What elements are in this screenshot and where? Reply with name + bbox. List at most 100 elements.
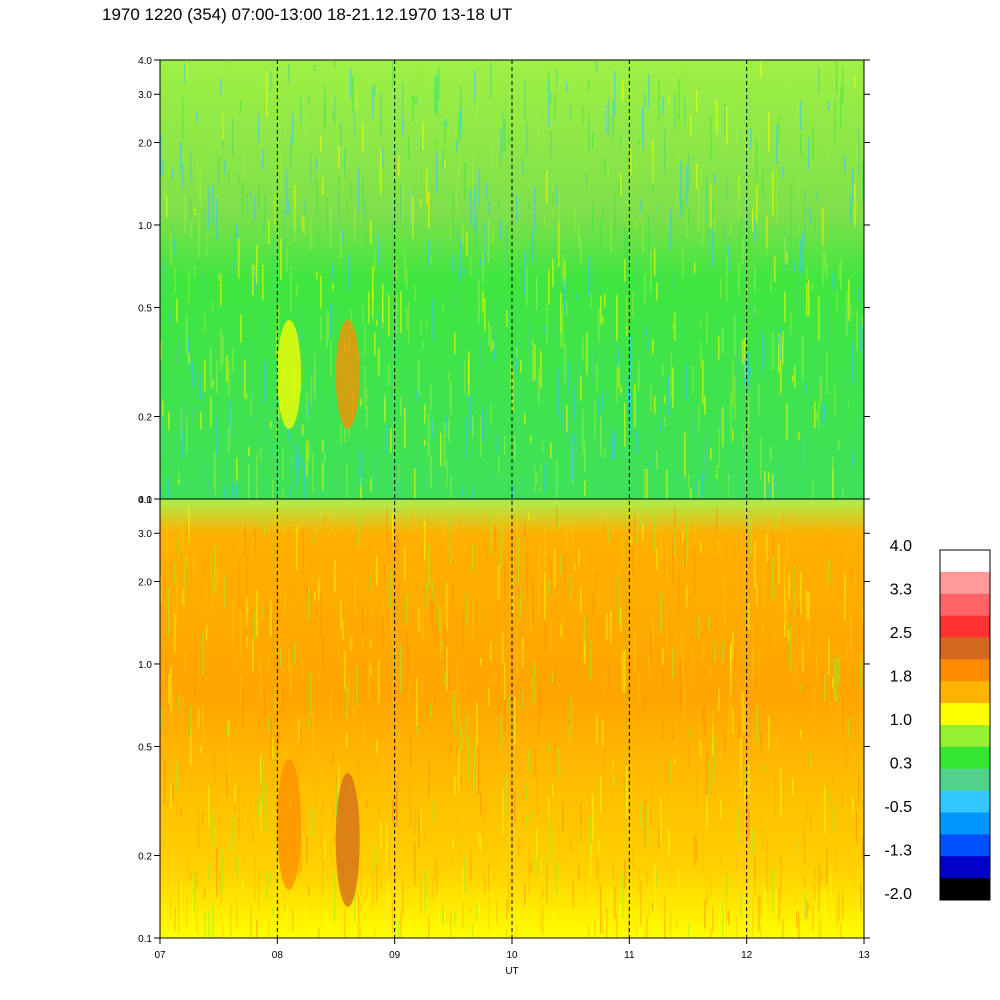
lower-texture-streak: [628, 614, 630, 652]
lower-texture-streak: [372, 603, 374, 619]
lower-texture-streak: [800, 684, 802, 691]
lower-texture-streak: [218, 816, 220, 823]
upper-texture-streak: [346, 200, 348, 215]
upper-texture-streak: [760, 317, 762, 359]
lower-texture-streak: [248, 713, 250, 750]
upper-texture-streak: [368, 408, 370, 453]
upper-texture-streak: [162, 415, 164, 452]
upper-texture-streak: [214, 146, 216, 158]
colorbar-label: 0.3: [890, 756, 912, 773]
lower-texture-streak: [462, 899, 464, 930]
upper-texture-streak: [456, 182, 458, 214]
upper-texture-streak: [186, 62, 188, 79]
lower-texture-streak: [446, 646, 448, 692]
upper-texture-streak: [578, 222, 580, 248]
lower-texture-streak: [496, 598, 498, 609]
upper-texture-streak: [600, 415, 602, 457]
upper-texture-streak: [296, 284, 298, 297]
upper-texture-streak: [222, 110, 224, 140]
lower-texture-streak: [250, 736, 252, 761]
lower-texture-streak: [378, 805, 380, 814]
upper-texture-streak: [670, 377, 672, 399]
lower-texture-streak: [838, 654, 840, 683]
upper-texture-streak: [424, 404, 426, 424]
upper-enhancement-feature: [277, 320, 302, 430]
upper-texture-streak: [834, 392, 836, 417]
lower-texture-streak: [478, 747, 480, 795]
upper-texture-streak: [676, 191, 678, 208]
lower-texture-streak: [848, 857, 850, 879]
lower-texture-streak: [194, 653, 196, 699]
upper-texture-streak: [228, 361, 230, 397]
lower-texture-streak: [602, 720, 604, 747]
lower-texture-streak: [172, 519, 174, 554]
lower-texture-streak: [684, 682, 686, 723]
lower-texture-streak: [446, 582, 448, 631]
lower-texture-streak: [634, 514, 636, 539]
upper-texture-streak: [246, 392, 248, 400]
upper-texture-streak: [754, 218, 756, 244]
upper-texture-streak: [190, 221, 192, 238]
lower-texture-streak: [480, 790, 482, 816]
upper-texture-streak: [478, 278, 480, 325]
upper-texture-streak: [268, 464, 270, 477]
lower-texture-streak: [296, 526, 298, 571]
colorbar-swatch: [940, 637, 990, 660]
lower-texture-streak: [446, 740, 448, 750]
upper-texture-streak: [708, 225, 710, 257]
upper-texture-streak: [388, 453, 390, 477]
lower-texture-streak: [638, 866, 640, 893]
lower-texture-streak: [454, 776, 456, 796]
lower-texture-streak: [578, 870, 580, 880]
lower-texture-streak: [662, 664, 664, 693]
lower-texture-streak: [364, 609, 366, 618]
upper-texture-streak: [692, 413, 694, 438]
upper-texture-streak: [596, 442, 598, 475]
lower-texture-streak: [582, 757, 584, 776]
lower-texture-streak: [272, 738, 274, 759]
lower-texture-streak: [448, 728, 450, 763]
upper-texture-streak: [684, 401, 686, 430]
colorbar-label: 2.5: [890, 625, 912, 642]
upper-texture-streak: [250, 189, 252, 199]
lower-texture-streak: [182, 517, 184, 553]
upper-texture-streak: [582, 336, 584, 361]
lower-texture-streak: [478, 899, 480, 912]
lower-texture-streak: [582, 632, 584, 660]
upper-texture-streak: [340, 122, 342, 146]
lower-texture-streak: [502, 632, 504, 665]
upper-texture-streak: [792, 325, 794, 335]
lower-texture-streak: [856, 811, 858, 843]
lower-texture-streak: [590, 816, 592, 861]
lower-texture-streak: [674, 506, 676, 534]
lower-texture-streak: [720, 799, 722, 820]
lower-texture-streak: [550, 557, 552, 580]
upper-texture-streak: [614, 71, 616, 117]
lower-texture-streak: [218, 742, 220, 762]
lower-texture-streak: [752, 827, 754, 855]
lower-texture-streak: [628, 904, 630, 938]
upper-texture-streak: [492, 227, 494, 244]
upper-texture-streak: [404, 96, 406, 119]
lower-texture-streak: [196, 913, 198, 934]
upper-texture-streak: [430, 455, 432, 489]
upper-texture-streak: [848, 398, 850, 426]
upper-texture-streak: [358, 425, 360, 433]
upper-texture-streak: [268, 219, 270, 245]
upper-texture-streak: [698, 186, 700, 231]
upper-texture-streak: [418, 358, 420, 395]
upper-texture-streak: [452, 192, 454, 237]
lower-texture-streak: [198, 651, 200, 689]
lower-texture-streak: [720, 747, 722, 764]
lower-texture-streak: [232, 538, 234, 552]
upper-texture-streak: [854, 156, 856, 197]
lower-texture-streak: [822, 890, 824, 936]
lower-texture-streak: [798, 598, 800, 621]
upper-texture-streak: [408, 301, 410, 344]
upper-texture-streak: [332, 283, 334, 291]
lower-texture-streak: [694, 521, 696, 544]
lower-texture-streak: [536, 829, 538, 861]
lower-texture-streak: [762, 814, 764, 854]
lower-texture-streak: [208, 910, 210, 938]
upper-texture-streak: [678, 118, 680, 163]
